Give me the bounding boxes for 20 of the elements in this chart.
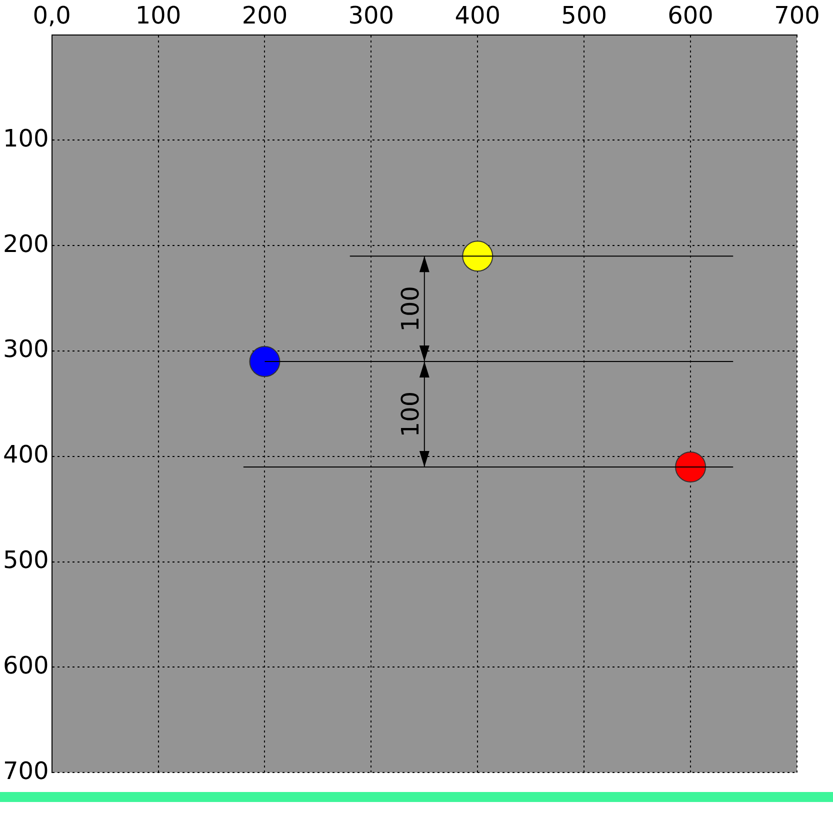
y-tick-label: 100 bbox=[2, 124, 49, 152]
y-tick-label: 200 bbox=[2, 230, 49, 258]
annotation: 100 bbox=[396, 391, 425, 438]
point bbox=[249, 346, 280, 378]
y-tick-label: 700 bbox=[2, 756, 49, 785]
y-tick-label: 300 bbox=[2, 335, 49, 364]
x-tick-label: 100 bbox=[135, 2, 182, 30]
y-tick-label: 600 bbox=[2, 651, 49, 680]
x-tick-label: 300 bbox=[348, 2, 394, 30]
y-tick-label: 400 bbox=[2, 440, 49, 469]
annotation: 100 bbox=[396, 286, 425, 332]
x-tick-label: 400 bbox=[454, 2, 501, 30]
point bbox=[462, 240, 494, 272]
x-tick-label: 500 bbox=[561, 2, 607, 30]
x-tick-label: 0,0 bbox=[32, 2, 71, 30]
y-tick-label: 500 bbox=[2, 546, 49, 574]
x-tick-label: 700 bbox=[774, 2, 820, 30]
x-tick-label: 600 bbox=[668, 2, 714, 30]
point bbox=[675, 451, 706, 482]
x-tick-label: 200 bbox=[242, 2, 288, 30]
